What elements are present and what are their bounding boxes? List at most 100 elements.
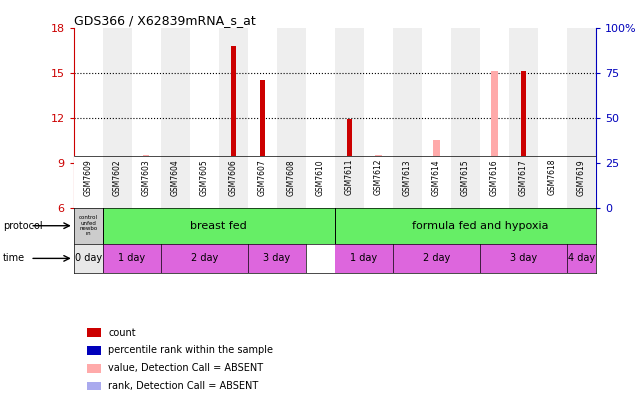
Bar	[549, 158, 556, 208]
Text: GSM7608: GSM7608	[287, 159, 296, 196]
Text: GSM7619: GSM7619	[577, 159, 586, 196]
Bar	[538, 28, 567, 208]
Bar	[393, 244, 480, 273]
Bar	[190, 28, 219, 208]
Text: value, Detection Call = ABSENT: value, Detection Call = ABSENT	[108, 363, 263, 373]
Bar	[103, 208, 335, 244]
Bar	[480, 156, 509, 208]
Bar	[480, 28, 509, 208]
Text: 0 day: 0 day	[74, 253, 102, 263]
Bar	[375, 155, 381, 208]
Bar	[277, 156, 306, 208]
Text: GSM7616: GSM7616	[490, 159, 499, 196]
Text: 3 day: 3 day	[510, 253, 537, 263]
Text: GSM7605: GSM7605	[200, 159, 209, 196]
Bar	[538, 156, 567, 208]
Bar	[335, 156, 364, 208]
Text: GSM7609: GSM7609	[84, 159, 93, 196]
Text: time: time	[3, 253, 26, 263]
Bar	[103, 244, 161, 273]
Bar	[462, 168, 469, 208]
Text: percentile rank within the sample: percentile rank within the sample	[108, 345, 273, 356]
Bar	[74, 28, 103, 208]
Bar	[567, 156, 596, 208]
Bar	[219, 28, 248, 208]
Bar	[201, 187, 207, 190]
Bar	[190, 156, 219, 208]
Bar	[422, 28, 451, 208]
Bar	[74, 156, 103, 208]
Bar	[289, 173, 294, 208]
Text: control
unfed
newbo
rn: control unfed newbo rn	[79, 215, 97, 236]
Text: GSM7615: GSM7615	[461, 159, 470, 196]
Text: GSM7603: GSM7603	[142, 159, 151, 196]
Text: 1 day: 1 day	[118, 253, 146, 263]
Bar	[404, 168, 411, 208]
Bar	[172, 158, 178, 208]
Text: GSM7614: GSM7614	[432, 159, 441, 196]
Text: GDS366 / X62839mRNA_s_at: GDS366 / X62839mRNA_s_at	[74, 13, 256, 27]
Text: 2 day: 2 day	[423, 253, 450, 263]
Bar	[393, 28, 422, 208]
Bar	[103, 28, 132, 208]
Bar	[335, 244, 393, 273]
Bar	[74, 208, 103, 244]
Bar	[219, 156, 248, 208]
Bar	[346, 158, 353, 162]
Bar	[103, 156, 132, 208]
Bar	[248, 244, 306, 273]
Bar	[550, 168, 556, 172]
Bar	[578, 158, 585, 208]
Bar	[248, 28, 277, 208]
Bar	[230, 156, 237, 160]
Bar	[567, 28, 596, 208]
Text: GSM7604: GSM7604	[171, 159, 179, 196]
Bar	[306, 28, 335, 208]
Bar	[161, 244, 248, 273]
Bar	[451, 156, 480, 208]
Bar	[376, 167, 381, 171]
Text: breast fed: breast fed	[190, 221, 247, 231]
Bar	[306, 156, 335, 208]
Bar	[259, 156, 265, 160]
Bar	[364, 28, 393, 208]
Bar	[492, 71, 498, 208]
Bar	[422, 156, 451, 208]
Text: GSM7613: GSM7613	[403, 159, 412, 196]
Text: protocol: protocol	[3, 221, 43, 231]
Text: 2 day: 2 day	[190, 253, 218, 263]
Text: GSM7610: GSM7610	[316, 159, 325, 196]
Bar	[231, 46, 236, 208]
Text: rank, Detection Call = ABSENT: rank, Detection Call = ABSENT	[108, 381, 258, 391]
Bar	[85, 158, 92, 208]
Bar	[364, 156, 393, 208]
Bar	[509, 28, 538, 208]
Text: GSM7612: GSM7612	[374, 159, 383, 196]
Text: 3 day: 3 day	[263, 253, 290, 263]
Bar	[144, 170, 149, 174]
Text: GSM7606: GSM7606	[229, 159, 238, 196]
Text: 4 day: 4 day	[568, 253, 595, 263]
Bar	[579, 171, 585, 175]
Bar	[114, 202, 121, 208]
Bar	[260, 80, 265, 208]
Bar	[288, 171, 294, 175]
Bar	[248, 156, 277, 208]
Bar	[521, 71, 526, 208]
Text: count: count	[108, 327, 136, 338]
Text: GSM7602: GSM7602	[113, 159, 122, 196]
Bar	[480, 244, 567, 273]
Bar	[317, 159, 324, 164]
Text: 1 day: 1 day	[351, 253, 378, 263]
Bar	[277, 28, 306, 208]
Bar	[114, 170, 120, 174]
Bar	[288, 161, 295, 165]
Bar	[132, 28, 161, 208]
Text: GSM7607: GSM7607	[258, 159, 267, 196]
Bar	[451, 28, 480, 208]
Bar	[433, 168, 440, 172]
Bar	[161, 156, 190, 208]
Text: GSM7618: GSM7618	[548, 159, 557, 196]
Bar	[143, 155, 149, 208]
Bar	[132, 156, 161, 208]
